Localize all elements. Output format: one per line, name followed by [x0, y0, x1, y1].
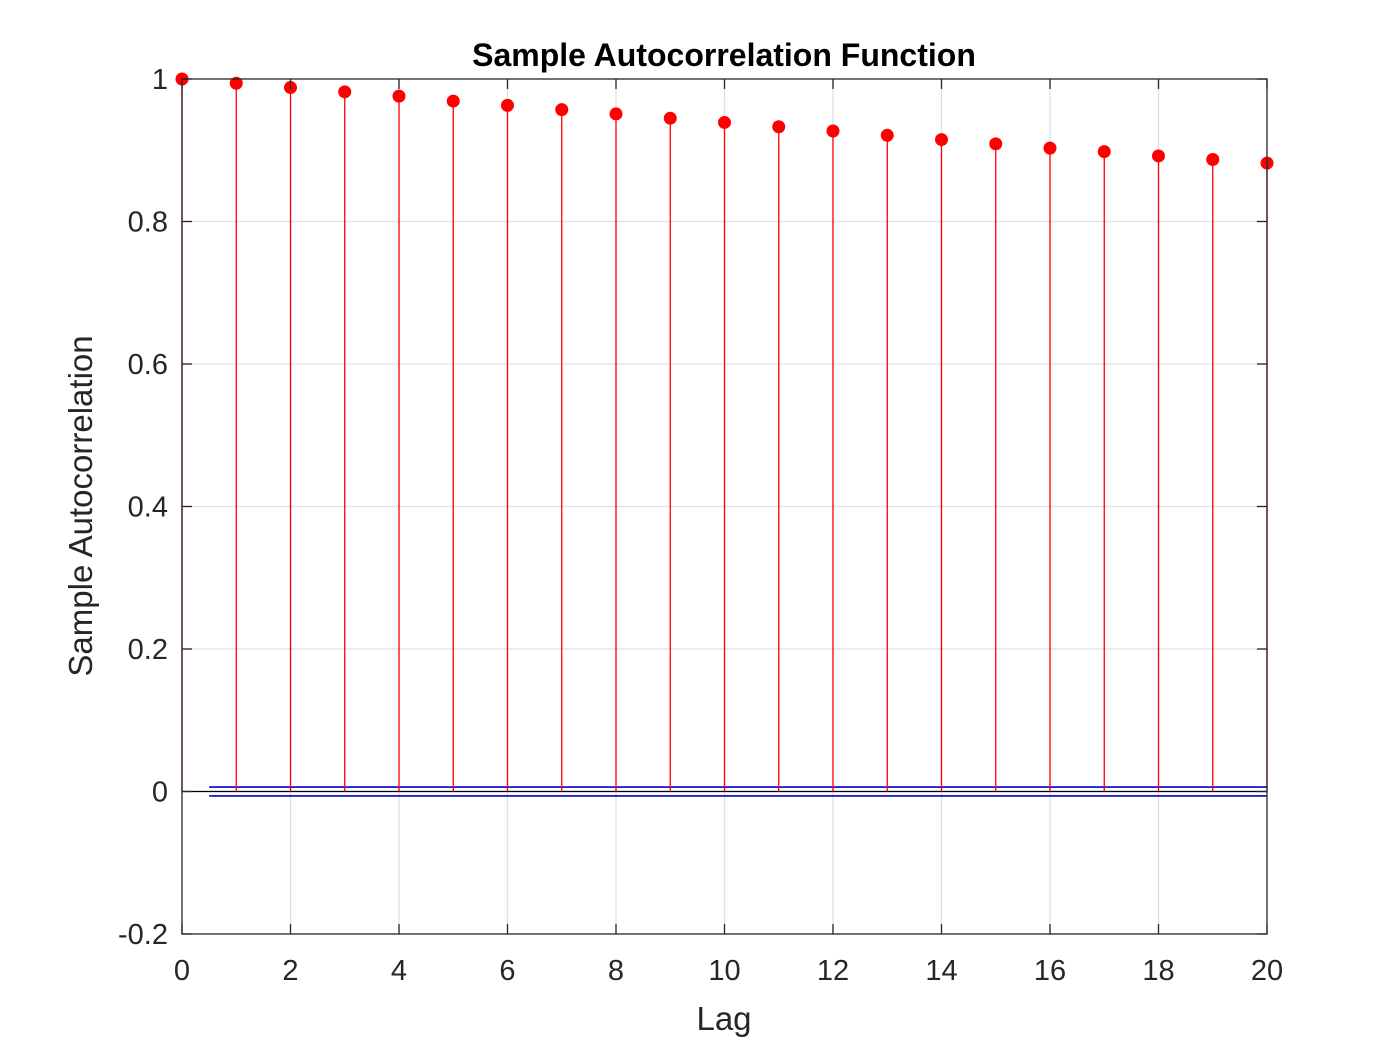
stem-marker: [935, 133, 948, 147]
y-tick-label: 1: [152, 64, 168, 96]
stem-marker: [1206, 153, 1220, 167]
x-tick-label: 2: [282, 955, 298, 987]
x-axis-label: Lag: [696, 1000, 751, 1037]
stem-marker: [772, 120, 786, 134]
y-tick-labels: -0.2 0 0.2 0.4 0.6 0.8 1: [118, 64, 168, 951]
x-tick-label: 8: [608, 955, 624, 987]
stem-marker: [1097, 145, 1111, 159]
stem-marker: [718, 115, 731, 129]
chart-title: Sample Autocorrelation Function: [472, 37, 976, 73]
stem-marker: [229, 76, 243, 90]
x-tick-label: 10: [708, 955, 740, 987]
stem-marker: [392, 89, 406, 103]
y-tick-label: -0.2: [118, 919, 168, 951]
x-tick-labels: 0 2 4 6 8 10 12 14 16 18 20: [174, 955, 1283, 987]
stem-marker: [446, 94, 460, 108]
x-tick-label: 16: [1034, 955, 1066, 987]
x-tick-label: 14: [925, 955, 957, 987]
x-tick-label: 18: [1142, 955, 1174, 987]
stem-marker: [1043, 141, 1057, 155]
y-tick-label: 0.4: [128, 492, 168, 524]
x-tick-label: 4: [391, 955, 407, 987]
stem-marker: [338, 85, 352, 99]
y-axis-label: Sample Autocorrelation: [62, 335, 99, 676]
stem-marker: [555, 103, 569, 117]
stem-marker: [663, 111, 677, 125]
x-tick-label: 0: [174, 955, 190, 987]
y-tick-label: 0: [152, 777, 168, 809]
axes-box: [181, 78, 1268, 935]
stem-marker: [880, 128, 894, 142]
y-tick-label: 0.8: [128, 207, 168, 239]
stem-marker: [989, 137, 1003, 151]
stem-marker: [1152, 149, 1165, 163]
x-tick-label: 20: [1251, 955, 1283, 987]
x-tick-label: 12: [817, 955, 849, 987]
x-tick-label: 6: [499, 955, 515, 987]
y-tick-label: 0.6: [128, 349, 168, 381]
stem-marker: [826, 124, 840, 138]
stem-marker: [501, 98, 514, 112]
stem-marker: [609, 107, 623, 121]
y-tick-label: 0.2: [128, 634, 168, 666]
